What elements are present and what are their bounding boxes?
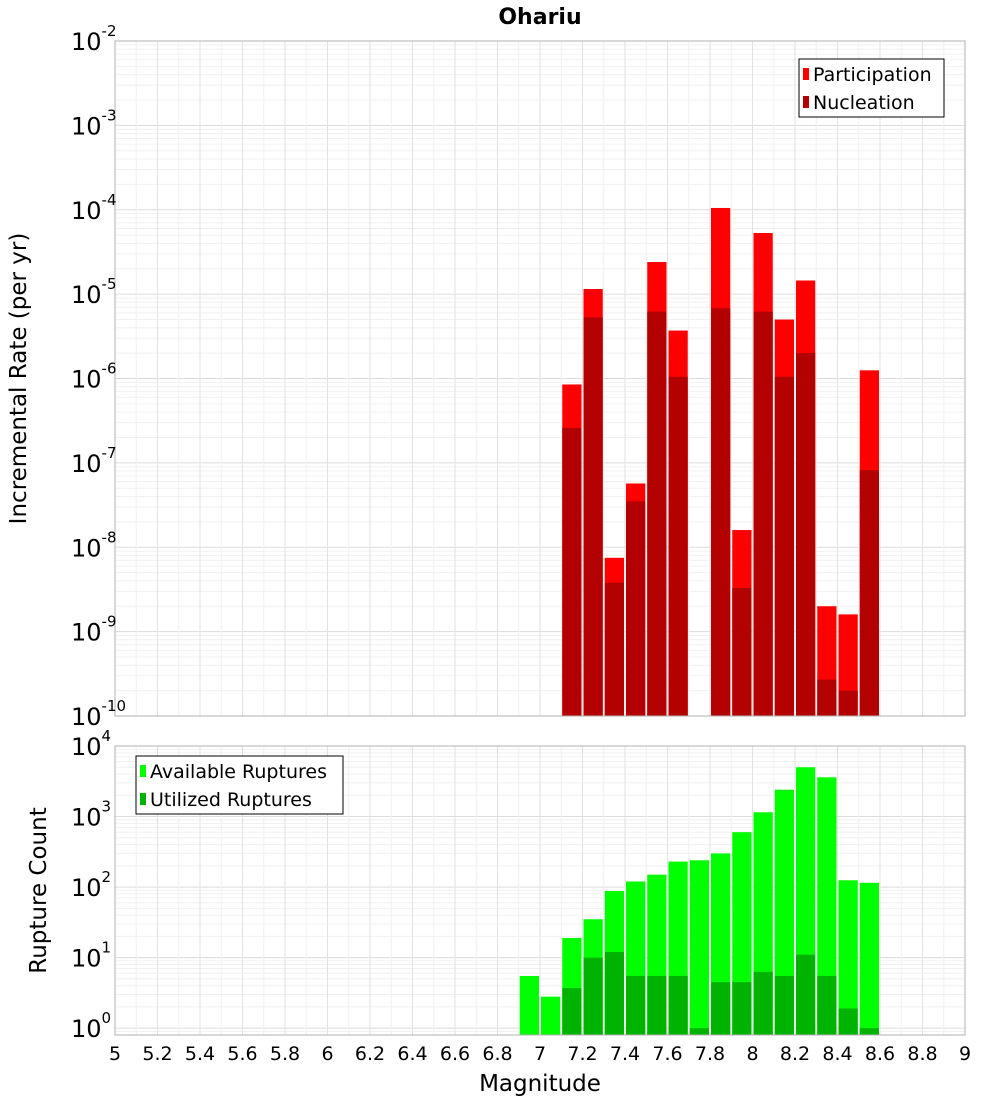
x-tick-label: 7.4 <box>610 1043 640 1065</box>
bar-nucleation <box>668 376 688 716</box>
legend-box <box>798 58 945 118</box>
legend-swatch <box>803 96 809 108</box>
panel-2: 100 101 102 103 104 Rupture Count Available Ru… <box>26 727 966 1043</box>
x-tick-label: 8.4 <box>822 1043 852 1065</box>
legend-label: Nucleation <box>813 92 915 114</box>
legend-label: Participation <box>813 64 932 86</box>
y-tick-label: 101 <box>71 939 111 973</box>
bar-utilized-ruptures <box>753 971 773 1035</box>
bar-nucleation <box>838 690 858 716</box>
bar-nucleation <box>753 311 773 716</box>
bar-utilized-ruptures <box>774 975 794 1035</box>
x-tick-label: 8.8 <box>907 1043 937 1065</box>
x-tick-label: 5.8 <box>270 1043 300 1065</box>
bar-available-ruptures <box>541 996 561 1035</box>
y-tick-label: 10-9 <box>71 613 117 647</box>
bar-available-ruptures <box>817 777 837 1035</box>
x-tick-label: 7.6 <box>652 1043 682 1065</box>
bar-nucleation <box>562 427 582 716</box>
bar-utilized-ruptures <box>796 954 816 1035</box>
bar-nucleation <box>626 501 646 716</box>
bar-nucleation <box>859 470 879 716</box>
legend-label: Available Ruptures <box>150 761 327 783</box>
x-tick-label: 7 <box>534 1043 546 1065</box>
legend-box <box>135 755 344 815</box>
legend-label: Utilized Ruptures <box>150 789 312 811</box>
plot-border <box>114 40 966 717</box>
legend-swatch <box>803 68 809 80</box>
x-tick-label: 8 <box>746 1043 758 1065</box>
bar-utilized-ruptures <box>626 975 646 1035</box>
bar-utilized-ruptures <box>689 1028 709 1035</box>
x-tick-label: 5.6 <box>227 1043 257 1065</box>
bar-utilized-ruptures <box>604 952 624 1035</box>
bar-nucleation <box>604 582 624 716</box>
x-tick-label: 7.2 <box>567 1043 597 1065</box>
y-tick-label: 10-10 <box>71 697 126 731</box>
legend: Available Ruptures Utilized Ruptures <box>135 755 344 815</box>
x-tick-label: 6.8 <box>482 1043 512 1065</box>
x-axis-title: Magnitude <box>479 1071 601 1097</box>
bar-available-ruptures <box>774 789 794 1035</box>
bar-utilized-ruptures <box>859 1028 879 1035</box>
x-tick-label: 6 <box>321 1043 333 1065</box>
x-tick-label: 8.2 <box>780 1043 810 1065</box>
x-tick-label: 6.2 <box>355 1043 385 1065</box>
bar-utilized-ruptures <box>732 982 752 1035</box>
x-tick-label: 8.6 <box>865 1043 895 1065</box>
bar-available-ruptures <box>689 860 709 1035</box>
y-tick-label: 10-3 <box>71 106 117 140</box>
legend: Participation Nucleation <box>798 58 945 118</box>
y-tick-label: 10-7 <box>71 444 117 478</box>
x-tick-label: 5.4 <box>185 1043 215 1065</box>
y-tick-label: 10-8 <box>71 528 117 562</box>
y-tick-label: 10-2 <box>71 22 117 56</box>
y-tick-label: 100 <box>71 1009 111 1043</box>
bar-utilized-ruptures <box>562 988 582 1035</box>
x-tick-label: 7.8 <box>695 1043 725 1065</box>
x-tick-label: 9 <box>959 1043 971 1065</box>
bar-utilized-ruptures <box>817 975 837 1035</box>
y-tick-label: 10-5 <box>71 275 117 309</box>
legend-swatch <box>140 765 146 777</box>
y-tick-label: 102 <box>71 868 111 902</box>
bar-available-ruptures <box>859 882 879 1035</box>
legend-swatch <box>140 793 146 805</box>
bar-nucleation <box>711 308 731 716</box>
bar-nucleation <box>583 317 603 716</box>
plot-border <box>114 745 966 1036</box>
bar-nucleation <box>732 587 752 716</box>
x-tick-label: 5.2 <box>142 1043 172 1065</box>
y-tick-label: 103 <box>71 798 111 832</box>
x-tick-label: 6.4 <box>397 1043 427 1065</box>
bar-available-ruptures <box>838 880 858 1035</box>
bar-nucleation <box>817 679 837 716</box>
bar-utilized-ruptures <box>838 1008 858 1035</box>
bar-nucleation <box>796 353 816 716</box>
bar-utilized-ruptures <box>583 957 603 1035</box>
bar-utilized-ruptures <box>711 982 731 1035</box>
bar-nucleation <box>647 311 667 716</box>
bar-nucleation <box>774 376 794 716</box>
x-tick-label: 5 <box>109 1043 121 1065</box>
bar-available-ruptures <box>519 975 539 1035</box>
y-tick-label: 10-4 <box>71 191 117 225</box>
y-axis-title: Rupture Count <box>26 807 52 973</box>
x-tick-label: 6.6 <box>440 1043 470 1065</box>
y-tick-label: 104 <box>71 727 111 761</box>
chart-title: Ohariu <box>498 5 581 30</box>
bar-utilized-ruptures <box>647 975 667 1035</box>
y-tick-label: 10-6 <box>71 360 117 394</box>
panel-1: 10-10 10-9 10-8 10-7 10-6 10-5 10-4 10-3 10-2 Inc… <box>6 22 966 731</box>
bar-utilized-ruptures <box>668 975 688 1035</box>
y-axis-title: Incremental Rate (per yr) <box>6 233 32 525</box>
